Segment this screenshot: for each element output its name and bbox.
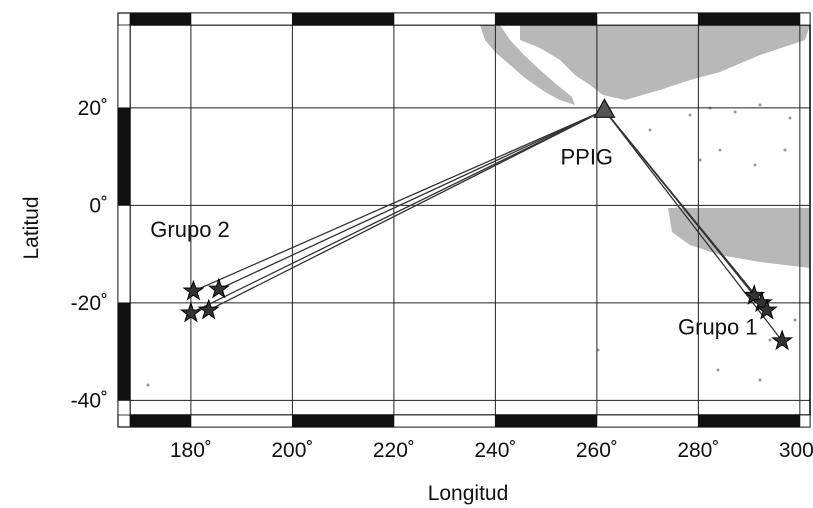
frame-segment <box>799 12 811 26</box>
y-tick-label: -40˚ <box>71 389 108 412</box>
y-tick-labels: 20˚ 0˚ -20˚ -40˚ <box>71 97 108 413</box>
frame-segment <box>596 12 699 26</box>
frame-segment <box>117 399 131 416</box>
x-tick-labels: 180˚ 200˚ 220˚ 240˚ 260˚ 280˚ 300˚ <box>170 439 813 462</box>
frame-segment <box>393 414 496 428</box>
x-tick-label: 260˚ <box>576 439 618 462</box>
group-label: Grupo 2 <box>150 217 230 242</box>
event-markers <box>179 277 794 351</box>
frame-segment <box>190 414 293 428</box>
station-label: PPIG <box>560 144 613 169</box>
frame-segment <box>190 12 293 26</box>
map-frame <box>117 12 811 428</box>
ray-path <box>208 109 605 311</box>
ray-path <box>190 109 605 314</box>
x-axis-title: Longitud <box>428 482 509 505</box>
ray-path <box>193 109 605 292</box>
map-area <box>130 25 810 415</box>
event-star-icon <box>179 301 202 323</box>
group-annotations: Grupo 2 Grupo 1 <box>150 217 757 340</box>
group-label: Grupo 1 <box>678 315 758 340</box>
frame-segment <box>799 414 811 428</box>
frame-segment <box>117 107 131 206</box>
frame-segment <box>117 302 131 401</box>
land-shading <box>146 25 810 387</box>
event-star-icon <box>755 298 778 320</box>
frame-segment <box>596 414 699 428</box>
frame-scale-bars <box>117 12 811 428</box>
frame-segment <box>291 12 395 26</box>
graticule <box>130 25 810 415</box>
frame-segment <box>697 12 801 26</box>
x-tick-label: 220˚ <box>373 439 415 462</box>
frame-segment <box>291 414 395 428</box>
frame-segment <box>494 414 598 428</box>
frame-segment <box>494 12 598 26</box>
y-tick-label: 20˚ <box>78 97 108 120</box>
x-tick-label: 180˚ <box>170 439 212 462</box>
x-tick-label: 240˚ <box>474 439 516 462</box>
x-tick-label: 200˚ <box>271 439 313 462</box>
ray-path <box>218 109 605 290</box>
y-tick-label: 0˚ <box>89 194 108 217</box>
frame-segment <box>129 12 192 26</box>
frame-segment <box>129 414 192 428</box>
event-star-icon <box>207 277 230 299</box>
ray-path <box>603 109 768 311</box>
y-axis-title: Latitud <box>20 196 43 259</box>
event-star-icon <box>771 329 794 351</box>
ray-path <box>603 109 783 342</box>
ray-paths <box>190 109 783 342</box>
frame-segment <box>117 204 131 304</box>
x-tick-label: 280˚ <box>677 439 719 462</box>
event-star-icon <box>197 298 220 320</box>
frame-segment <box>393 12 496 26</box>
event-star-icon <box>182 279 205 301</box>
y-tick-label: -20˚ <box>71 292 108 315</box>
frame-segment <box>117 24 131 109</box>
x-tick-label: 300˚ <box>779 439 813 462</box>
station-triangle-icon <box>593 98 616 118</box>
frame-segment <box>697 414 801 428</box>
